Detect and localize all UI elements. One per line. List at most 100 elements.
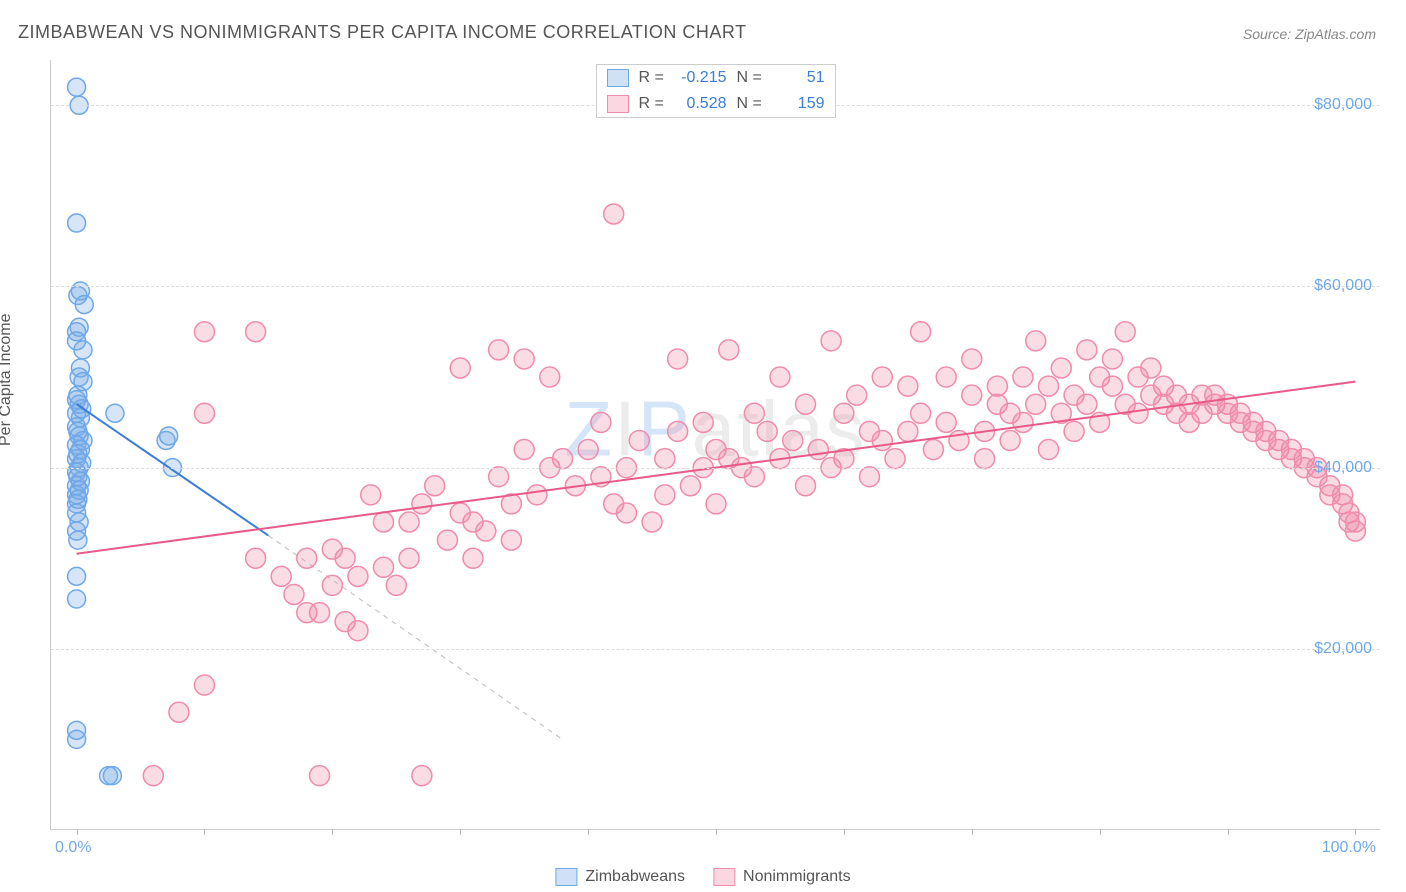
data-point	[70, 318, 88, 336]
data-point	[1013, 367, 1033, 387]
data-point	[1064, 421, 1084, 441]
data-point	[412, 766, 432, 786]
x-tick	[844, 829, 845, 835]
x-tick	[1228, 829, 1229, 835]
data-point	[859, 467, 879, 487]
x-tick	[1100, 829, 1101, 835]
data-point	[1077, 394, 1097, 414]
data-point	[374, 557, 394, 577]
data-point	[1141, 358, 1161, 378]
data-point	[194, 675, 214, 695]
data-point	[425, 476, 445, 496]
data-point	[450, 358, 470, 378]
data-point	[540, 367, 560, 387]
data-point	[1039, 440, 1059, 460]
chart-svg	[51, 60, 1380, 829]
data-point	[386, 575, 406, 595]
y-tick-label: $80,000	[1314, 96, 1372, 114]
data-point	[744, 403, 764, 423]
n-value: 159	[773, 95, 825, 113]
y-tick-label: $60,000	[1314, 277, 1372, 295]
data-point	[246, 548, 266, 568]
data-point	[348, 566, 368, 586]
data-point	[821, 331, 841, 351]
data-point	[1051, 358, 1071, 378]
data-point	[885, 449, 905, 469]
data-point	[1026, 331, 1046, 351]
data-point	[616, 503, 636, 523]
y-tick-label: $20,000	[1314, 640, 1372, 658]
x-tick	[716, 829, 717, 835]
n-value: 51	[773, 69, 825, 87]
data-point	[962, 385, 982, 405]
data-point	[297, 548, 317, 568]
data-point	[936, 367, 956, 387]
gridline	[51, 286, 1380, 287]
data-point	[463, 548, 483, 568]
legend-series: ZimbabweansNonimmigrants	[555, 868, 850, 886]
legend-stats: R =-0.215N =51R =0.528N =159	[596, 64, 836, 118]
swatch-icon	[555, 868, 577, 886]
r-value: 0.528	[675, 95, 727, 113]
data-point	[642, 512, 662, 532]
data-point	[604, 204, 624, 224]
data-point	[103, 767, 121, 785]
n-label: N =	[737, 69, 763, 87]
data-point	[68, 214, 86, 232]
data-point	[911, 403, 931, 423]
data-point	[75, 296, 93, 314]
trend-line	[77, 404, 269, 535]
data-point	[1000, 430, 1020, 450]
data-point	[68, 78, 86, 96]
data-point	[770, 367, 790, 387]
data-point	[655, 449, 675, 469]
data-point	[143, 766, 163, 786]
data-point	[987, 376, 1007, 396]
swatch-icon	[607, 69, 629, 87]
legend-stats-row: R =-0.215N =51	[597, 65, 835, 91]
data-point	[74, 341, 92, 359]
data-point	[680, 476, 700, 496]
y-tick-label: $40,000	[1314, 459, 1372, 477]
data-point	[399, 512, 419, 532]
data-point	[1345, 521, 1365, 541]
data-point	[489, 340, 509, 360]
data-point	[246, 322, 266, 342]
y-axis-label: Per Capita Income	[0, 313, 15, 446]
data-point	[655, 485, 675, 505]
r-label: R =	[639, 95, 665, 113]
r-label: R =	[639, 69, 665, 87]
x-tick	[588, 829, 589, 835]
data-point	[501, 530, 521, 550]
x-tick	[1355, 829, 1356, 835]
data-point	[399, 548, 419, 568]
gridline	[51, 468, 1380, 469]
source-label: Source: ZipAtlas.com	[1243, 26, 1376, 42]
data-point	[629, 430, 649, 450]
data-point	[962, 349, 982, 369]
data-point	[68, 730, 86, 748]
legend-item: Nonimmigrants	[713, 868, 851, 886]
data-point	[668, 421, 688, 441]
data-point	[796, 476, 816, 496]
n-label: N =	[737, 95, 763, 113]
plot-area: ZIPatlas R =-0.215N =51R =0.528N =159 0.…	[50, 60, 1380, 830]
data-point	[578, 440, 598, 460]
data-point	[872, 430, 892, 450]
data-point	[591, 412, 611, 432]
data-point	[783, 430, 803, 450]
data-point	[796, 394, 816, 414]
swatch-icon	[607, 95, 629, 113]
data-point	[69, 531, 87, 549]
data-point	[322, 575, 342, 595]
data-point	[361, 485, 381, 505]
data-point	[719, 340, 739, 360]
data-point	[898, 376, 918, 396]
x-tick	[460, 829, 461, 835]
data-point	[160, 427, 178, 445]
data-point	[271, 566, 291, 586]
data-point	[1128, 403, 1148, 423]
chart-title: ZIMBABWEAN VS NONIMMIGRANTS PER CAPITA I…	[18, 22, 747, 43]
data-point	[872, 367, 892, 387]
x-tick	[972, 829, 973, 835]
